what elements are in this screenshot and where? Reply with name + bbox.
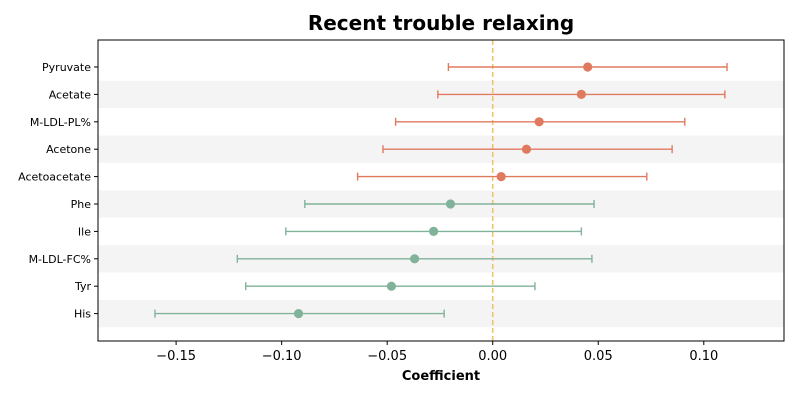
x-tick-label: −0.10	[262, 349, 302, 364]
point-estimate	[583, 62, 593, 72]
point-estimate	[576, 89, 586, 99]
y-tick-label: His	[74, 308, 91, 321]
x-tick-label: −0.05	[367, 349, 407, 364]
y-tick-label: Phe	[71, 198, 92, 211]
y-tick-labels: Pyruvate Acetate M-LDL-PL% Acetone Acetoacet…	[18, 61, 98, 321]
x-tick-label: −0.15	[156, 349, 196, 364]
point-estimate	[386, 281, 396, 291]
point-estimate	[293, 309, 304, 319]
x-tick-label: 0.10	[689, 349, 718, 364]
y-tick-label: M-LDL-PL%	[30, 116, 91, 129]
y-tick-label: Tyr	[74, 280, 92, 293]
y-tick-label: Acetone	[46, 143, 91, 156]
x-tick-label: 0.05	[584, 349, 613, 364]
y-tick-label: Ile	[78, 225, 91, 238]
point-estimate	[445, 199, 456, 209]
chart-title: Recent trouble relaxing	[308, 11, 574, 35]
x-tick-label: 0.00	[478, 349, 507, 364]
x-tick-labels: −0.15 −0.10 −0.05 0.00 0.05 0.10	[156, 341, 718, 364]
y-tick-label: Acetate	[49, 88, 92, 101]
point-estimate	[496, 172, 506, 182]
point-estimate	[534, 117, 544, 127]
point-estimate	[410, 254, 420, 264]
x-axis-label: Coefficient	[402, 369, 480, 384]
y-tick-label: M-LDL-FC%	[29, 253, 91, 266]
y-tick-label: Acetoacetate	[18, 171, 91, 184]
point-estimates	[293, 62, 593, 319]
axes	[97, 39, 785, 342]
plot-frame	[97, 39, 785, 342]
point-estimate	[521, 144, 532, 154]
y-tick-label: Pyruvate	[42, 61, 91, 74]
point-estimate	[429, 226, 439, 236]
